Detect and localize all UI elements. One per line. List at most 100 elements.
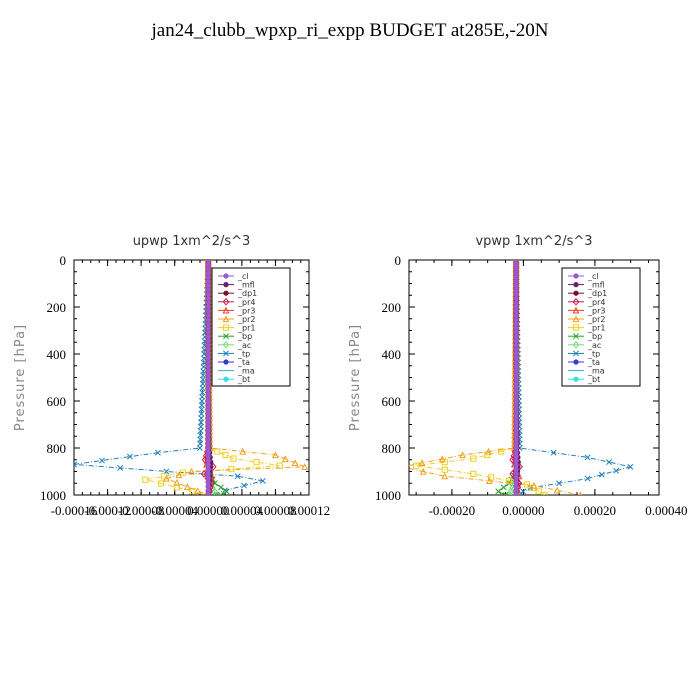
series-marker-cl [513,317,519,323]
legend-marker [573,273,579,279]
series-marker-cl [513,295,519,302]
series-marker-cl [513,445,519,451]
legend-marker [572,315,580,323]
legend-label: _pr3 [237,306,255,315]
series-marker-cl [513,411,519,417]
legend-label: _dp1 [237,289,257,298]
series-marker-cl [205,424,211,430]
series-marker-pr1 [505,477,513,484]
legend-box [211,267,291,387]
x-tick-label: 0.00004 [221,503,264,518]
series-marker-cl [513,321,519,327]
legend: _cl_mfl_dp1_pr4_pr3_pr2_pr1_bp_ac_tp_ta_… [561,267,641,387]
series-marker-cl [513,466,519,472]
series-marker-cl [513,436,519,443]
series-marker-cl [513,381,519,387]
series-marker-cl [513,291,519,297]
series-marker-tp [74,461,77,468]
series-marker-cl [205,419,211,425]
series-marker-cl [205,265,211,272]
series-marker-pr2 [272,451,279,459]
series-marker-tp [99,457,105,464]
series-marker-cl [205,436,211,443]
series-marker-cl [513,260,519,263]
series-marker-bp [223,488,230,495]
x-tick-label: -0.00016 [51,503,98,518]
legend-label: _pr1 [587,324,605,333]
series-marker-pr1 [222,451,229,459]
series-marker-tp [241,482,247,489]
series-marker-tp [520,488,527,495]
series-marker-cl [513,325,519,331]
series-marker-pr1 [498,448,505,455]
series-marker-pr1 [142,476,149,483]
series-marker-pr2 [291,459,299,466]
series-marker-cl [513,492,519,495]
series-marker-tp [606,459,612,466]
series-marker-cl [205,453,211,460]
series-marker-tp [234,473,241,480]
series-marker-cl [513,394,519,400]
series-marker-cl [205,312,211,319]
y-tick-label: 0 [395,253,402,268]
series-marker-pr1 [413,462,420,469]
panel-title: vpwp 1xm^2/s^3 [475,234,592,249]
series-group [399,260,634,495]
series-marker-pr2 [553,486,561,494]
series-marker-cl [513,471,519,477]
series-marker-cl [513,406,519,413]
series-marker-cl [205,334,211,340]
series-marker-tp [117,465,124,471]
series-marker-cl [513,402,519,408]
series-marker-cl [513,287,519,293]
series-marker-pr1 [541,491,548,495]
series-marker-pr1 [214,448,221,455]
series-marker-pr2 [183,483,191,490]
series-marker-cl [513,488,519,494]
series-group [74,260,309,495]
series-marker-pr1 [484,451,491,459]
series-marker-cl [205,475,211,481]
legend-marker [572,306,580,314]
series-marker-cl [513,304,519,310]
legend-marker [573,290,579,296]
series-marker-cl [205,432,211,438]
series-marker-cl [513,312,519,319]
y-axis-label: Pressure [hPa] [348,324,363,431]
y-tick-label: 800 [47,441,67,456]
legend-marker [572,297,580,306]
series-marker-cl [513,415,519,421]
legend-label: _pr4 [587,298,605,307]
series-marker-pr2 [438,455,446,463]
series-line-pr2 [164,260,305,495]
series-marker-cl [513,398,519,404]
series-marker-pr1 [441,459,448,466]
legend-label: _bt [237,375,250,384]
series-marker-cl [205,466,211,472]
y-tick-label: 1000 [40,488,66,503]
series-marker-pr2 [399,464,404,469]
x-tick-label: 0.00000 [502,503,544,518]
legend-label: _cl [587,272,599,281]
series-marker-pr2 [419,467,427,475]
y-tick-label: 600 [47,394,67,409]
series-marker-cl [205,291,211,297]
legend-label: _ma [237,367,255,376]
legend-label: _pr2 [237,315,255,324]
legend-marker [223,359,229,365]
legend-label: _mfl [237,281,255,290]
series-marker-pr1 [253,459,260,466]
series-marker-cl [205,364,211,370]
series-marker-pr4 [201,455,209,464]
legend-label: _mfl [587,281,605,290]
series-marker-cl [205,270,211,276]
series-marker-cl [513,479,519,485]
series-line-pr2 [409,260,581,495]
series-marker-pr2 [239,447,247,455]
series-marker-bp [500,484,507,491]
series-marker-cl [205,402,211,408]
series-marker-cl [205,278,211,284]
series-marker-tp [196,445,203,451]
y-axis-label: Pressure [hPa] [13,324,28,431]
series-marker-cl [205,445,211,451]
